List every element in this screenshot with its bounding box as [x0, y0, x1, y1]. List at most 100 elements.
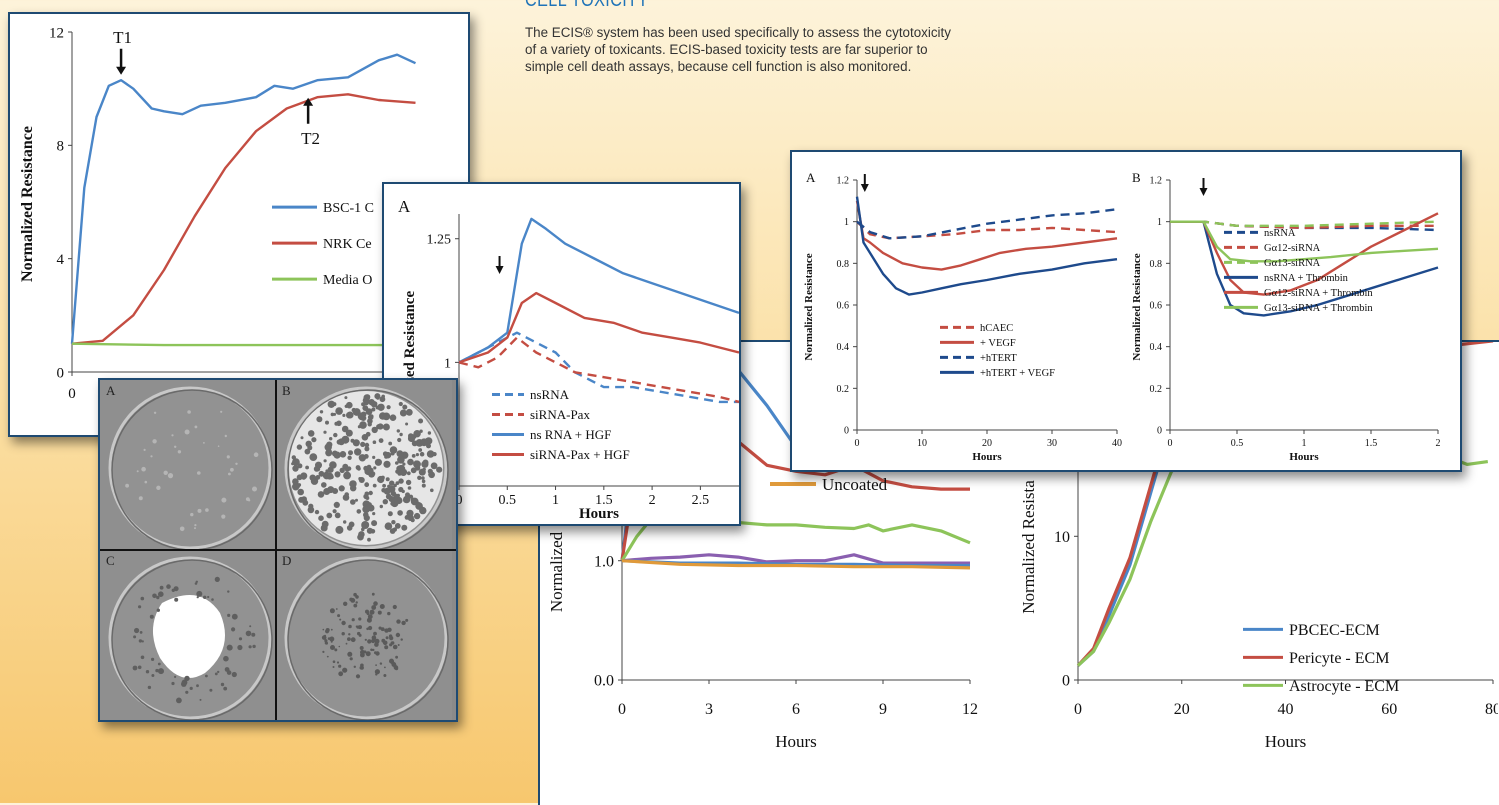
micrograph-cell [398, 478, 404, 484]
micrograph-cell [367, 502, 372, 507]
micrograph-cell [355, 674, 361, 679]
micrograph-cell [157, 662, 161, 666]
micrograph-cell [347, 637, 351, 641]
micrograph-cell [152, 439, 157, 444]
micrograph-cell [377, 403, 385, 411]
micrograph-cell [342, 667, 348, 673]
micrograph-cell [327, 637, 331, 640]
micrograph-cell [401, 524, 408, 531]
micrograph-cell [395, 461, 399, 465]
micrograph-cell [342, 413, 346, 417]
micrograph-cell [337, 614, 341, 618]
micrograph-cell [387, 511, 393, 517]
micrograph-cell [395, 632, 401, 638]
panel2-legend-label: nsRNA [530, 387, 570, 402]
micrograph-cell [177, 450, 182, 454]
micrograph-cell [214, 672, 218, 676]
panel3B-series-line-0 [1170, 220, 1439, 232]
micrograph-cell [362, 405, 369, 411]
micrograph-cell [379, 504, 383, 509]
micrograph-cell [419, 429, 423, 433]
micrograph-cell [385, 477, 390, 482]
micrograph-cell [358, 617, 362, 621]
panel3A-xlabel: Hours [972, 451, 1002, 463]
micrograph-cell [140, 655, 145, 660]
micrograph-cell [322, 650, 325, 653]
micrograph-cell [227, 590, 230, 593]
panel3A-xtick-label: 40 [1112, 438, 1122, 449]
micrograph-cell [309, 453, 318, 461]
micrograph-cell [158, 668, 164, 675]
micrograph-cell [339, 618, 342, 621]
panel5-xtick-label: 40 [1278, 701, 1294, 718]
panel5-xtick-label: 80 [1485, 701, 1498, 718]
panel3B-series-line-5 [1170, 220, 1439, 263]
micrograph-cell [361, 521, 370, 529]
micrograph-cell [402, 462, 406, 466]
panel3B-title: B [1132, 170, 1141, 185]
micrograph-cell [334, 512, 341, 519]
stimulus-arrowhead [495, 266, 504, 274]
panel3B-legend-label: Gα12-siRNA + Thrombin [1264, 288, 1373, 299]
panel4-xtick-label: 9 [879, 701, 887, 718]
panel2-xtick-label: 0.5 [499, 493, 517, 508]
micrograph-cell [139, 631, 143, 634]
panel3B-legend-label: Gα12-siRNA [1264, 243, 1321, 254]
micrograph-cell [400, 638, 403, 641]
micrograph-cell [372, 512, 376, 516]
micrograph-cell [332, 488, 339, 494]
micrograph-cell [373, 601, 378, 606]
micrograph-cell [348, 450, 353, 456]
micrograph-cell [195, 580, 198, 583]
micrograph-cell [171, 681, 175, 686]
panel3A-ytick-label: 0 [844, 426, 849, 437]
micrograph-cell [343, 520, 347, 524]
micrograph-cell [383, 674, 387, 677]
micrograph-electrode [284, 556, 448, 720]
micrograph-cell [315, 475, 321, 480]
micrograph-cell [396, 619, 401, 624]
micrograph-cell [367, 414, 374, 420]
micrograph-cell [357, 466, 361, 471]
annotation-arrowhead [303, 97, 314, 106]
micrograph-cell [382, 499, 388, 505]
micrograph-cell [341, 632, 345, 636]
micrograph-cell [367, 537, 371, 542]
panel3A-ytick-label: 1.2 [837, 176, 850, 187]
micrograph-cell [397, 437, 402, 443]
micrograph-cell [329, 461, 337, 469]
panel3B-xlabel: Hours [1289, 451, 1319, 463]
micrograph-cell [155, 668, 159, 673]
micrograph-cell [432, 452, 437, 457]
micrograph-cell [360, 441, 366, 447]
micrograph-cell [323, 459, 327, 463]
panel3B-xtick-label: 2 [1436, 438, 1441, 449]
micrograph-cell [385, 636, 389, 640]
micrograph-cell [377, 475, 385, 484]
micrograph-electrode [108, 386, 272, 550]
micrograph-cell [318, 470, 325, 477]
micrograph-cell [136, 470, 139, 473]
micrograph-cell [395, 655, 398, 659]
micrograph-cell [368, 505, 374, 511]
panel1-series-line-0 [70, 53, 417, 344]
micrograph-cell [367, 467, 374, 474]
micrograph-cell [329, 608, 335, 614]
micrograph-cell [430, 488, 434, 493]
panel3A-ytick-label: 0.2 [837, 384, 850, 395]
micrograph-cell [311, 437, 317, 443]
micrograph-cell [405, 422, 409, 426]
micrograph-cell [253, 452, 259, 457]
section-heading: CELL TOXICITY [525, 0, 649, 11]
text-block: CELL TOXICITY The ECIS® system has been … [525, 0, 955, 75]
micrograph-cell [398, 401, 403, 407]
micrograph-cell [197, 471, 201, 475]
panel1-ytick-label: 8 [57, 139, 65, 155]
micrograph-cell [292, 465, 299, 472]
micrograph-cell [245, 630, 252, 637]
micrograph-cell [185, 690, 189, 694]
micrograph-cell [150, 455, 153, 458]
panel3A-ylabel: Normalized Resistance [803, 253, 815, 360]
micrograph-cell [399, 468, 408, 476]
micrograph-cell [138, 639, 143, 643]
